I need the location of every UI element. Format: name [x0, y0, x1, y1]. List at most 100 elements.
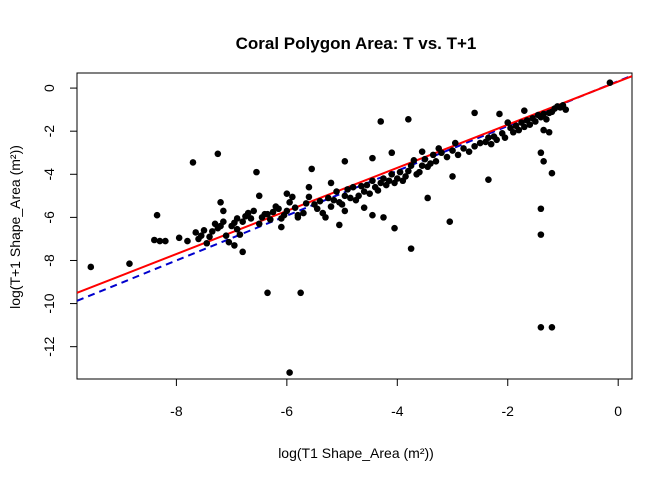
data-point: [283, 190, 291, 197]
data-point: [537, 205, 545, 213]
data-point: [360, 188, 368, 195]
data-point: [490, 133, 498, 140]
data-point: [380, 175, 387, 182]
data-point: [410, 156, 418, 164]
data-point: [377, 118, 385, 125]
data-point: [327, 179, 335, 187]
y-tick-label: -4: [41, 168, 57, 181]
data-point: [211, 220, 219, 228]
data-point: [341, 192, 349, 200]
data-point: [208, 228, 216, 235]
data-point: [206, 233, 213, 241]
data-point: [300, 209, 307, 217]
data-point: [253, 168, 260, 176]
data-point: [324, 194, 332, 202]
data-point: [358, 182, 365, 190]
data-point: [297, 289, 304, 297]
data-point: [465, 148, 473, 155]
data-point: [424, 194, 431, 202]
data-point: [153, 211, 161, 219]
data-point: [540, 158, 547, 165]
data-point: [233, 215, 241, 222]
data-point: [460, 145, 467, 152]
data-point: [278, 223, 285, 231]
data-point: [250, 207, 258, 215]
data-point: [443, 153, 451, 161]
data-point: [344, 186, 351, 193]
data-point: [388, 170, 396, 178]
data-point: [449, 147, 456, 154]
x-axis: -8 -6 -4 -2 0: [170, 378, 622, 419]
data-points: [87, 79, 614, 376]
data-point: [286, 198, 293, 206]
data-point: [405, 116, 412, 123]
data-point: [363, 181, 371, 189]
data-point: [369, 154, 376, 162]
data-point: [203, 239, 211, 247]
y-tick-label: -2: [41, 125, 57, 138]
data-point: [388, 149, 396, 157]
data-point: [341, 207, 349, 215]
data-point: [521, 123, 528, 131]
data-point: [515, 126, 523, 134]
data-point: [289, 193, 296, 201]
data-point: [380, 214, 387, 221]
data-point: [233, 225, 241, 233]
data-point: [454, 151, 462, 159]
data-point: [197, 232, 205, 239]
data-point: [407, 162, 415, 169]
data-point: [239, 218, 246, 225]
y-tick-label: -8: [41, 254, 57, 267]
data-point: [266, 216, 274, 223]
data-point: [385, 177, 393, 185]
data-point: [192, 229, 200, 236]
data-point: [429, 151, 437, 159]
data-point: [393, 175, 401, 182]
data-point: [283, 207, 291, 215]
data-point: [532, 118, 539, 125]
data-point: [545, 128, 553, 136]
data-point: [521, 107, 528, 115]
data-point: [341, 158, 349, 165]
data-point: [316, 197, 324, 205]
data-point: [366, 190, 373, 197]
data-point: [537, 231, 545, 238]
data-point: [305, 193, 313, 201]
data-point: [87, 263, 95, 271]
data-point: [302, 200, 310, 207]
data-point: [247, 215, 255, 222]
y-axis: 0 -2 -4 -6 -8 -10 -12: [41, 84, 78, 357]
data-point: [286, 369, 293, 376]
x-tick-label: -6: [281, 403, 294, 419]
data-point: [449, 173, 456, 180]
data-point: [562, 106, 570, 113]
data-point: [175, 234, 183, 242]
x-tick-label: -4: [391, 403, 404, 419]
data-point: [349, 183, 357, 191]
data-point: [369, 211, 376, 219]
data-point: [264, 210, 271, 218]
data-point: [336, 221, 343, 229]
chart-title: Coral Polygon Area: T vs. T+1: [236, 34, 477, 53]
data-point: [327, 203, 335, 210]
x-axis-label: log(T1 Shape_Area (m²)): [278, 445, 434, 461]
y-tick-label: -10: [41, 293, 57, 313]
data-point: [418, 162, 426, 169]
data-point: [435, 145, 443, 152]
data-point: [255, 192, 263, 200]
data-point: [471, 109, 478, 117]
data-point: [156, 237, 164, 245]
data-point: [244, 209, 252, 217]
dashed-fit-line: [77, 74, 632, 302]
data-point: [200, 227, 208, 234]
data-point: [496, 110, 503, 118]
data-point: [537, 149, 545, 157]
data-point: [405, 167, 412, 175]
data-point: [184, 237, 191, 245]
data-point: [214, 150, 222, 158]
data-point: [313, 205, 321, 213]
data-point: [543, 116, 550, 123]
data-point: [548, 323, 556, 331]
data-point: [526, 121, 534, 129]
y-tick-label: -12: [41, 336, 57, 356]
